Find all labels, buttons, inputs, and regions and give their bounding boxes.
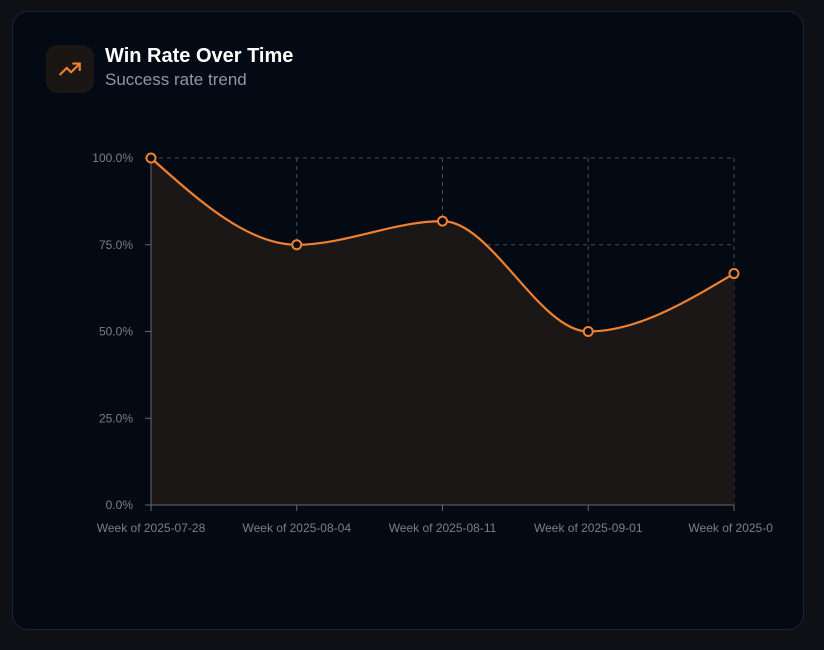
y-tick-label: 100.0%	[92, 151, 133, 165]
y-tick-label: 50.0%	[99, 325, 133, 339]
points	[145, 152, 740, 337]
y-tick-label: 25.0%	[99, 411, 133, 425]
trending-up-icon	[46, 45, 94, 93]
y-tick-label: 75.0%	[99, 238, 133, 252]
axes	[145, 157, 735, 511]
data-point[interactable]	[145, 152, 157, 164]
x-tick-label: Week of 2025-08-11	[389, 521, 497, 535]
y-tick-label: 0.0%	[106, 498, 134, 512]
x-tick-label: Week of 2025-09	[688, 521, 779, 535]
card-title: Win Rate Over Time	[105, 45, 294, 67]
card-subtitle: Success rate trend	[105, 70, 247, 89]
x-tick-label: Week of 2025-07-28	[97, 521, 206, 535]
x-tick-label: Week of 2025-09-01	[534, 521, 643, 535]
data-point[interactable]	[437, 215, 448, 227]
data-point[interactable]	[582, 326, 594, 337]
area-fill	[151, 158, 734, 505]
data-point[interactable]	[291, 239, 303, 251]
tick-labels: 0.0% 25.0% 50.0% 75.0% 100.0% Week of 2025-07…	[92, 151, 779, 535]
x-tick-label: Week of 2025-08-04	[242, 521, 351, 535]
data-point[interactable]	[728, 268, 740, 280]
